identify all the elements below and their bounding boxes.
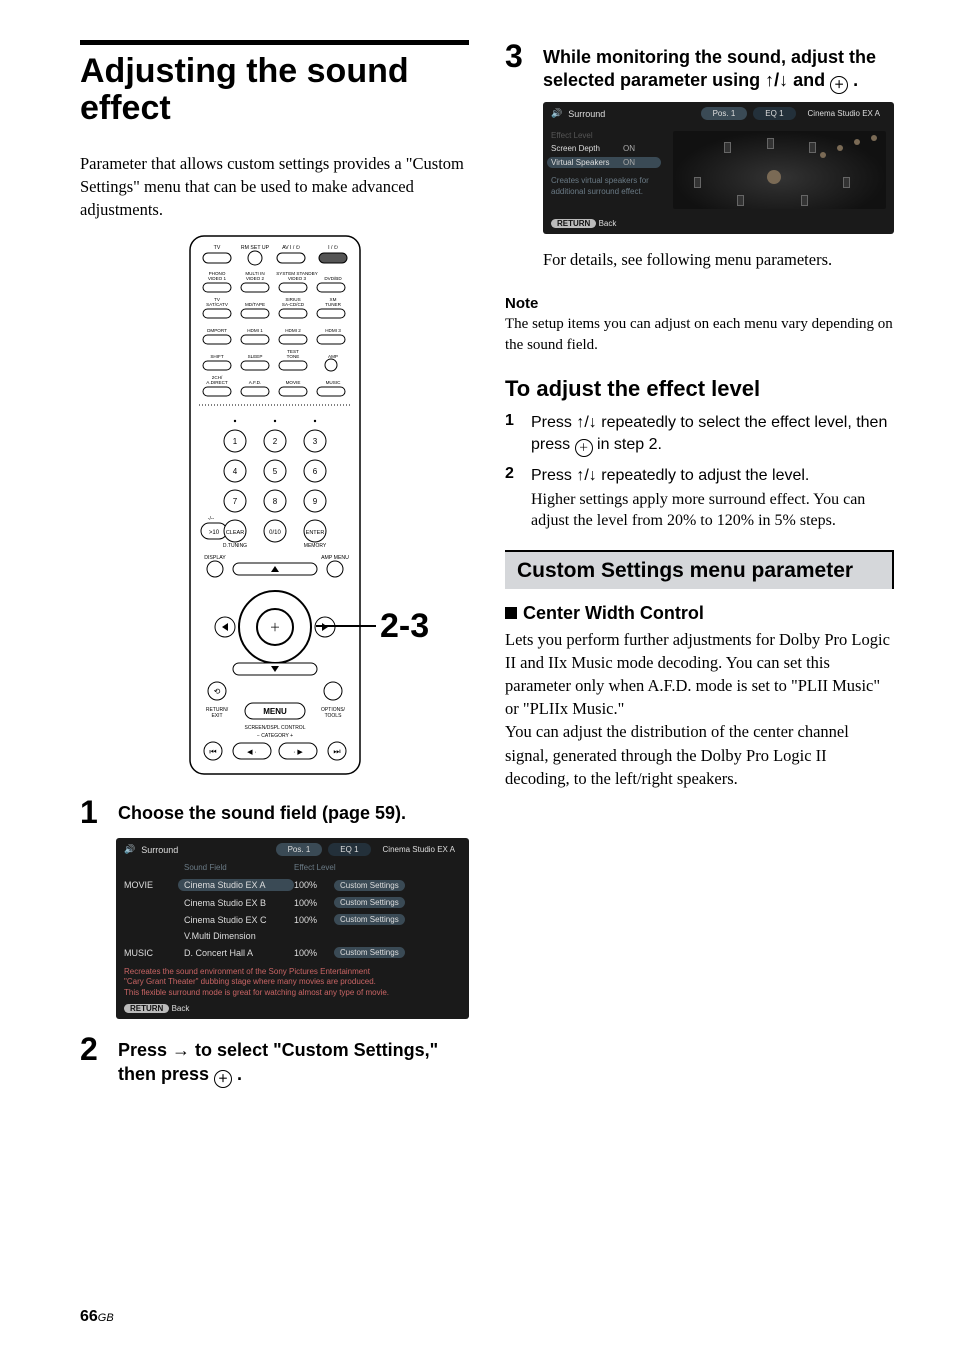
up-down-arrow-icon: ↑/↓ — [576, 467, 596, 484]
after-screenshot-text: For details, see following menu paramete… — [543, 248, 894, 271]
enter-icon: ＋ — [214, 1070, 232, 1088]
remote-illustration: TV RM SET UP AV I / ⏻ I / ⏻ 1 2 3 — [80, 235, 469, 780]
section-title: Custom Settings menu parameter — [517, 558, 882, 583]
svg-text:DVD/BD: DVD/BD — [324, 276, 342, 281]
ss2-tab-pos: Pos. 1 — [701, 107, 748, 120]
substep-2-detail: Higher settings apply more surround effe… — [531, 489, 894, 532]
ss2-title: Surround — [568, 109, 605, 119]
ss1-back: RETURN Back — [116, 1000, 469, 1019]
ss1-row: V.Multi Dimension — [116, 928, 469, 944]
svg-text:TONE: TONE — [286, 354, 299, 359]
ss1-row: MUSICD. Concert Hall A100%Custom Setting… — [116, 944, 469, 961]
title-rule — [80, 40, 469, 45]
svg-text:SHIFT: SHIFT — [210, 354, 223, 359]
note-body: The setup items you can adjust on each m… — [505, 314, 894, 356]
note-heading: Note — [505, 295, 894, 312]
page-title: Adjusting the sound effect — [80, 53, 469, 128]
svg-text:VIDEO 3: VIDEO 3 — [287, 276, 306, 281]
svg-text:SAT/CATV: SAT/CATV — [206, 302, 229, 307]
svg-text:VIDEO 2: VIDEO 2 — [245, 276, 264, 281]
svg-text:AMP: AMP — [328, 354, 338, 359]
remote-overlay: PHONOVIDEO 1 MULTI INVIDEO 2 SYSTEM STAN… — [189, 235, 361, 775]
up-down-arrow-icon: ↑/↓ — [765, 70, 788, 90]
svg-text:HDMI 2: HDMI 2 — [285, 328, 301, 333]
step-3-number: 3 — [505, 40, 529, 285]
screenshot-sound-field: 🔊 Surround Pos. 1 EQ 1 Cinema Studio EX … — [116, 838, 469, 1019]
substep-2-num: 2 — [505, 465, 521, 532]
substep-1-text: Press ↑/↓ repeatedly to select the effec… — [531, 412, 894, 457]
enter-icon: ＋ — [830, 76, 848, 94]
svg-text:DMPORT: DMPORT — [207, 328, 227, 333]
return-pill: RETURN — [124, 1004, 169, 1013]
step-1-text: Choose the sound field (page 59). — [118, 802, 469, 825]
effect-level-heading: To adjust the effect level — [505, 376, 894, 402]
substep-1: 1 Press ↑/↓ repeatedly to select the eff… — [505, 412, 894, 457]
screenshot-custom-settings: 🔊 Surround Pos. 1 EQ 1 Cinema Studio EX … — [543, 102, 894, 234]
callout-2-3: 2-3 — [380, 607, 429, 646]
page-number: 66GB — [80, 1308, 114, 1326]
return-pill: RETURN — [551, 219, 596, 228]
ss2-row: Virtual SpeakersON — [547, 157, 661, 168]
up-down-arrow-icon: ↑/↓ — [576, 414, 596, 431]
intro-text: Parameter that allows custom settings pr… — [80, 152, 469, 221]
svg-text:VIDEO 1: VIDEO 1 — [207, 276, 226, 281]
step-1: 1 Choose the sound field (page 59). — [80, 796, 469, 828]
svg-text:MOVIE: MOVIE — [285, 380, 300, 385]
step-2-text: Press → to select "Custom Settings," the… — [118, 1039, 469, 1087]
svg-text:HDMI 1: HDMI 1 — [247, 328, 263, 333]
ss2-row: Effect Level — [551, 131, 661, 140]
ss1-tab-mode: Cinema Studio EX A — [377, 843, 461, 856]
center-width-heading: Center Width Control — [505, 603, 894, 624]
enter-icon: ＋ — [575, 439, 593, 457]
ss2-row: Screen DepthON — [551, 144, 661, 153]
substep-2-text: Press ↑/↓ repeatedly to adjust the level… — [531, 465, 894, 532]
colhead-effectlevel: Effect Level — [294, 863, 344, 872]
step-2: 2 Press → to select "Custom Settings," t… — [80, 1033, 469, 1087]
center-width-body: Lets you perform further adjustments for… — [505, 628, 894, 790]
section-custom-settings-parameter: Custom Settings menu parameter — [505, 550, 894, 589]
ss1-row: Cinema Studio EX C100%Custom Settings — [116, 911, 469, 928]
substep-1-num: 1 — [505, 412, 521, 457]
step-3: 3 While monitoring the sound, adjust the… — [505, 40, 894, 285]
surround-icon: 🔊 — [124, 844, 135, 855]
ss1-tab-pos: Pos. 1 — [276, 843, 323, 856]
svg-text:SA-CD/CD: SA-CD/CD — [281, 302, 304, 307]
ss2-back: RETURN Back — [543, 215, 894, 234]
step-1-number: 1 — [80, 796, 104, 828]
ss1-title: Surround — [141, 845, 178, 855]
callout-line — [316, 625, 376, 627]
svg-text:MUSIC: MUSIC — [325, 380, 340, 385]
speaker-diagram — [673, 131, 886, 209]
ss1-row: MOVIECinema Studio EX A100%Custom Settin… — [116, 876, 469, 894]
step-3-text: While monitoring the sound, adjust the s… — [543, 46, 894, 94]
surround-icon: 🔊 — [551, 108, 562, 119]
ss1-row: Cinema Studio EX B100%Custom Settings — [116, 894, 469, 911]
colhead-soundfield: Sound Field — [184, 863, 294, 872]
ss2-tab-eq: EQ 1 — [753, 107, 795, 120]
ss2-note: Creates virtual speakers for additional … — [551, 176, 661, 197]
substep-2: 2 Press ↑/↓ repeatedly to adjust the lev… — [505, 465, 894, 532]
ss2-tab-mode: Cinema Studio EX A — [802, 107, 886, 120]
svg-text:A.DIRECT: A.DIRECT — [206, 380, 228, 385]
svg-text:SLEEP: SLEEP — [247, 354, 262, 359]
ss1-desc: Recreates the sound environment of the S… — [116, 961, 469, 1000]
svg-text:HDMI 3: HDMI 3 — [325, 328, 341, 333]
ss1-column-headers: Sound Field Effect Level — [116, 861, 469, 876]
right-arrow-icon: → — [172, 1040, 190, 1060]
svg-text:MD/TAPE: MD/TAPE — [244, 302, 264, 307]
ss1-tab-eq: EQ 1 — [328, 843, 370, 856]
square-bullet-icon — [505, 607, 517, 619]
step-2-number: 2 — [80, 1033, 104, 1087]
svg-text:TUNER: TUNER — [325, 302, 342, 307]
svg-text:A.F.D.: A.F.D. — [248, 380, 261, 385]
